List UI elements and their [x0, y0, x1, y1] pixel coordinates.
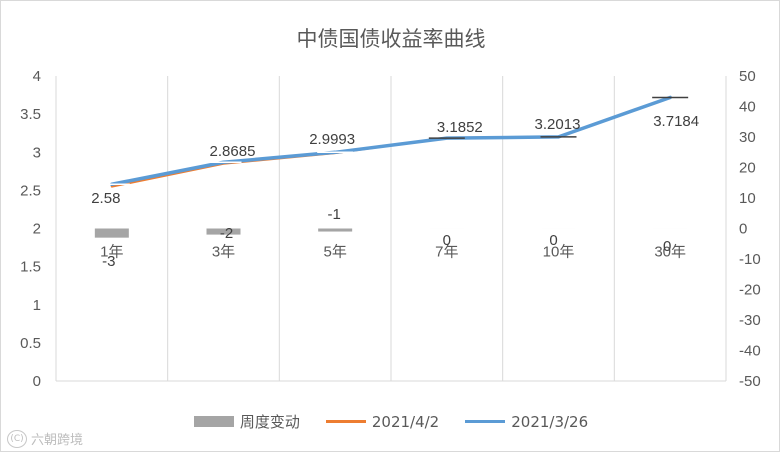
left-axis-tick-label: 3.5	[20, 106, 41, 123]
left-axis-tick-label: 2	[33, 221, 41, 238]
line-data-label: 2.58	[91, 190, 120, 207]
right-axis-tick-label: 30	[739, 129, 756, 146]
bar-data-label: -3	[102, 253, 115, 270]
bar-data-label: 0	[443, 232, 451, 249]
watermark-text: 六朝跨境	[31, 429, 83, 448]
left-axis-tick-label: 3	[33, 144, 41, 161]
right-axis-tick-label: -10	[739, 251, 761, 268]
left-axis-tick-label: 0.5	[20, 335, 41, 352]
legend-swatch-bar	[194, 416, 234, 427]
bar-data-label: 0	[549, 232, 557, 249]
right-axis-tick-label: -40	[739, 343, 761, 360]
category-label: 10年	[543, 244, 575, 261]
bar-data-label: -2	[220, 225, 233, 242]
bar-weekly-change	[318, 229, 352, 232]
bar-data-label: -1	[327, 206, 340, 223]
right-axis-tick-label: 50	[739, 68, 756, 85]
category-label: 3年	[212, 244, 235, 261]
legend-label: 2021/3/26	[511, 413, 588, 431]
right-axis-tick-label: 20	[739, 160, 756, 177]
category-label: 5年	[323, 244, 346, 261]
legend-item-2021-3-26: 2021/3/26	[465, 413, 588, 431]
left-axis-tick-label: 4	[33, 68, 41, 85]
legend-label: 周度变动	[240, 411, 300, 432]
legend: 周度变动 2021/4/2 2021/3/26	[1, 411, 780, 432]
left-axis-tick-label: 1.5	[20, 259, 41, 276]
left-axis-tick-label: 2.5	[20, 182, 41, 199]
line-data-label: 2.8685	[210, 143, 256, 160]
bar-weekly-change	[95, 229, 129, 238]
right-axis-tick-label: 40	[739, 99, 756, 116]
line-data-label: 3.1852	[437, 119, 483, 136]
left-axis-tick-label: 1	[33, 297, 41, 314]
line-data-label: 3.2013	[535, 116, 581, 133]
watermark: (C) 六朝跨境	[7, 429, 83, 448]
legend-swatch-line	[465, 420, 505, 423]
legend-item-weekly-change: 周度变动	[194, 411, 300, 432]
right-axis-tick-label: -30	[739, 312, 761, 329]
left-axis-tick-label: 0	[33, 373, 41, 390]
right-axis-tick-label: 0	[739, 221, 747, 238]
legend-label: 2021/4/2	[372, 413, 439, 431]
legend-swatch-line	[326, 420, 366, 423]
watermark-logo-icon: (C)	[7, 430, 27, 448]
bar-data-label: 0	[663, 238, 671, 255]
right-axis-tick-label: 10	[739, 190, 756, 207]
right-axis-tick-label: -20	[739, 282, 761, 299]
right-axis-tick-label: -50	[739, 373, 761, 390]
legend-item-2021-4-2: 2021/4/2	[326, 413, 439, 431]
line-data-label: 3.7184	[653, 113, 699, 130]
line-data-label: 2.9993	[309, 131, 355, 148]
